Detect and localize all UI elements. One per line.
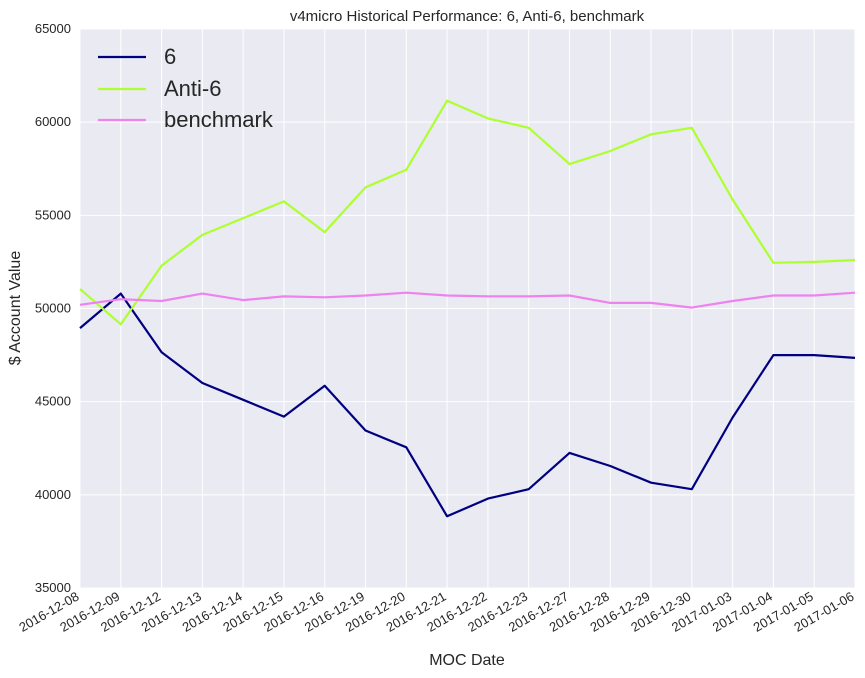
y-tick-label: 35000 (35, 580, 71, 595)
series-line-6 (79, 292, 856, 518)
series-lines (79, 99, 856, 518)
legend-label-6: 6 (164, 44, 176, 69)
grid-lines (79, 28, 856, 589)
x-axis-title: MOC Date (429, 652, 505, 669)
y-tick-label: 50000 (35, 301, 71, 316)
y-tick-label: 45000 (35, 394, 71, 409)
chart-title: v4micro Historical Performance: 6, Anti-… (290, 8, 645, 25)
series-line-anti-6 (79, 99, 856, 326)
legend: 6 Anti-6 benchmark (98, 44, 274, 132)
y-tick-label: 40000 (35, 487, 71, 502)
y-tick-label: 65000 (35, 21, 71, 36)
legend-label-benchmark: benchmark (164, 107, 274, 132)
series-line-benchmark (79, 291, 856, 309)
y-tick-label: 55000 (35, 207, 71, 222)
y-tick-label: 60000 (35, 114, 71, 129)
y-axis-title: $ Account Value (7, 251, 24, 366)
x-tick-labels: 2016-12-082016-12-092016-12-122016-12-13… (16, 589, 856, 635)
legend-label-anti-6: Anti-6 (164, 76, 221, 101)
y-tick-labels: 35000 40000 45000 50000 55000 60000 65000 (35, 21, 71, 595)
